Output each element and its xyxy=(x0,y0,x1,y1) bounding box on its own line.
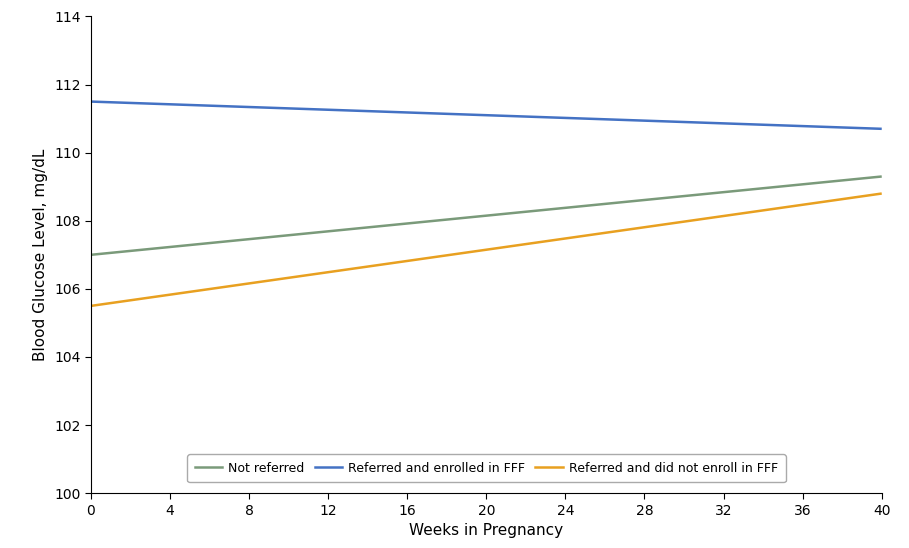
X-axis label: Weeks in Pregnancy: Weeks in Pregnancy xyxy=(409,523,564,538)
Legend: Not referred, Referred and enrolled in FFF, Referred and did not enroll in FFF: Not referred, Referred and enrolled in F… xyxy=(187,454,785,482)
Y-axis label: Blood Glucose Level, mg/dL: Blood Glucose Level, mg/dL xyxy=(34,149,48,361)
